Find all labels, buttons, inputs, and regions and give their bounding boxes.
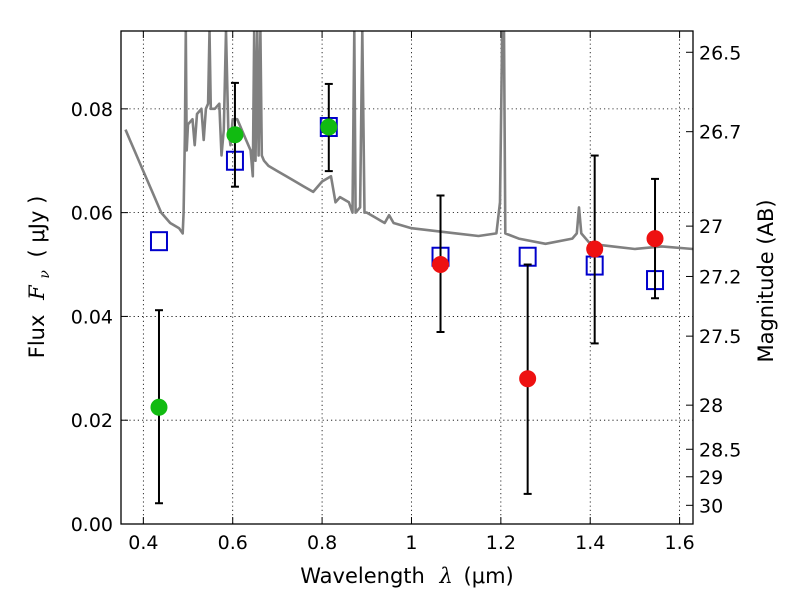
model-square	[149, 231, 168, 252]
magnitude-tick-label: 26.5	[699, 42, 741, 64]
marker-layer	[149, 81, 665, 505]
y-axis-label-symbol: F	[25, 284, 49, 301]
magnitude-tick-label: 27.2	[699, 266, 741, 288]
magnitude-tick-label: 28.5	[699, 439, 741, 461]
x-tick-label: 1.2	[486, 532, 516, 554]
x-axis-label-word: Wavelength	[300, 564, 425, 588]
observed-point-red	[586, 240, 604, 258]
data-layer	[124, 31, 693, 251]
plot-background	[121, 31, 693, 524]
magnitude-tick-label: 28	[699, 395, 723, 417]
magnitude-tick-label: 30	[699, 495, 723, 517]
ticks: 0.4 0.6 0.8 1 1.2 1.4 1.6 0.00 0.02 0.04 0.06 0.08 2…	[71, 31, 741, 554]
plot-frame	[120, 30, 694, 525]
observed-point-green	[150, 398, 168, 416]
x-axis-label-unit: (μm)	[464, 564, 514, 588]
x-axis-label-symbol: λ	[439, 564, 453, 588]
y-tick-label: 0.06	[71, 203, 113, 225]
x-tick-label: 1	[405, 532, 417, 554]
y-axis-label: Flux F ν ( μJy )	[25, 196, 54, 359]
observed-point-red	[646, 230, 664, 248]
x-tick-label: 0.4	[128, 532, 158, 554]
y2-axis-label: Magnitude (AB)	[754, 199, 778, 362]
y-tick-label: 0.00	[71, 514, 113, 536]
observed-point-red	[519, 370, 537, 388]
magnitude-tick-label: 27	[699, 216, 723, 238]
x-tick-label: 1.4	[575, 532, 605, 554]
observed-point-green	[226, 126, 244, 144]
magnitude-tick-label: 26.7	[699, 122, 741, 144]
spectrum-line	[124, 31, 693, 251]
x-axis-label: Wavelength λ (μm)	[300, 564, 513, 588]
x-tick-label: 0.8	[307, 532, 337, 554]
y-axis-label-subscript: ν	[37, 270, 53, 279]
y-axis-label-word: Flux	[25, 315, 49, 359]
x-tick-label: 1.6	[664, 532, 694, 554]
observed-point-red	[432, 256, 450, 274]
x-tick-label: 0.6	[218, 532, 248, 554]
y-tick-label: 0.04	[71, 306, 113, 328]
magnitude-tick-label: 27.5	[699, 326, 741, 348]
magnitude-tick-label: 29	[699, 467, 723, 489]
grid	[121, 31, 693, 524]
y-axis-label-unit: ( μJy )	[25, 196, 49, 258]
y-tick-label: 0.02	[71, 410, 113, 432]
y-tick-label: 0.08	[71, 99, 113, 121]
observed-point-green	[320, 118, 338, 136]
